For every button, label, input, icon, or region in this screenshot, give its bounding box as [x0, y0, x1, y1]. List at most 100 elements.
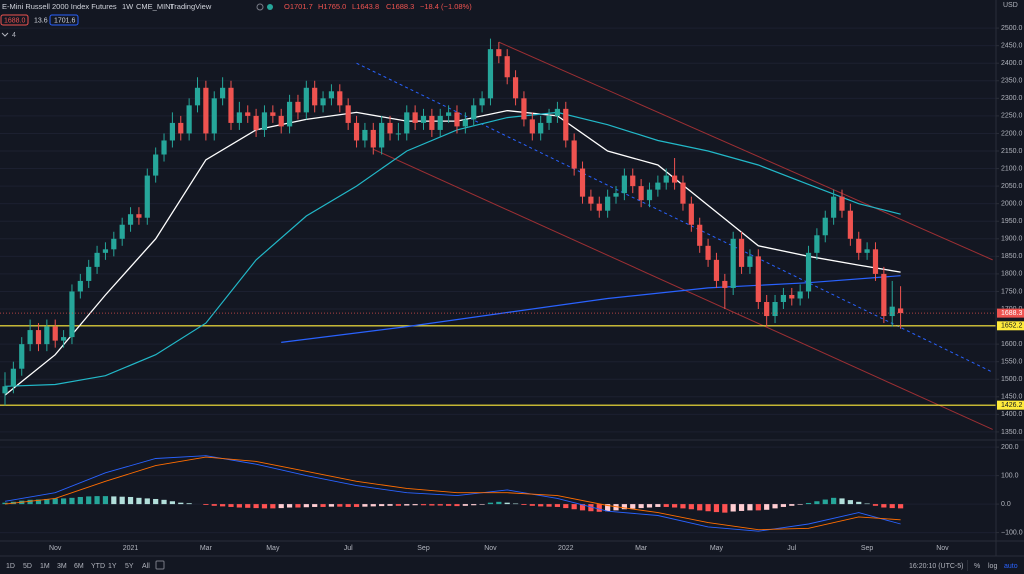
range-button[interactable]: 3M — [57, 563, 67, 570]
candle-body — [86, 266, 92, 281]
candle-body — [136, 214, 142, 218]
range-button[interactable]: 1M — [40, 563, 50, 570]
y-tick-label: 2450.0 — [1001, 42, 1023, 49]
candle-body — [69, 291, 75, 338]
candle-body — [44, 326, 50, 345]
range-button[interactable]: 1Y — [108, 563, 117, 570]
candle-body — [345, 105, 351, 123]
histogram-bar — [579, 504, 586, 511]
toolbar: 16:20:10 (UTC-5) % log auto 1D 5D 1M 3M 6M YT… — [6, 560, 1018, 571]
x-tick-label: Mar — [635, 545, 648, 552]
divider — [967, 560, 968, 571]
histogram-bar — [646, 504, 653, 508]
collapse-icon[interactable] — [1, 32, 9, 37]
candle-body — [454, 112, 460, 127]
histogram-bar — [889, 504, 895, 509]
histogram-bar — [127, 496, 134, 505]
histogram-bar — [446, 504, 452, 506]
y-tick-label: −100.0 — [1001, 529, 1023, 536]
date-range-icon[interactable] — [155, 560, 165, 570]
histogram-bar — [588, 504, 594, 512]
exchange: CME_MINI — [136, 2, 173, 11]
histogram-bar — [353, 504, 360, 507]
candle-body — [236, 112, 242, 123]
candle-body — [596, 203, 602, 211]
histogram-bar — [370, 504, 376, 507]
status-icon — [256, 3, 264, 11]
candle-body — [764, 301, 770, 317]
y-tick-label: 2250.0 — [1001, 113, 1023, 120]
candle-body — [588, 196, 594, 204]
candle-body — [278, 115, 284, 127]
histogram-bar — [755, 504, 761, 511]
candle-body — [822, 217, 828, 236]
ohlc-change: −18.4 (−1.08%) — [420, 2, 472, 11]
x-tick-label: May — [710, 545, 724, 552]
candle-body — [303, 87, 309, 113]
candle-body — [144, 175, 150, 218]
candle-body — [60, 337, 67, 341]
candle-body — [437, 115, 443, 130]
range-button[interactable]: All — [142, 563, 150, 570]
candle-body — [320, 98, 326, 106]
range-button[interactable]: 5Y — [125, 563, 134, 570]
candle-body — [178, 122, 184, 134]
y-tick-label: 1900.0 — [1001, 236, 1023, 243]
candle-body — [504, 56, 510, 78]
histogram-bar — [479, 504, 485, 505]
interval[interactable]: 1W — [122, 2, 134, 11]
histogram-bar — [839, 498, 845, 505]
histogram-bar — [856, 501, 862, 505]
candle-body — [529, 119, 535, 134]
x-tick-label: Nov — [484, 545, 497, 552]
histogram-bar — [462, 504, 468, 506]
range-button[interactable]: YTD — [91, 563, 105, 570]
y-tick-label: 1850.0 — [1001, 253, 1023, 260]
histogram-bar — [203, 504, 209, 505]
candle-body — [755, 256, 761, 302]
candle-body — [571, 140, 577, 169]
y-tick-label: 1400.0 — [1001, 411, 1023, 418]
candle-body — [462, 119, 468, 127]
x-tick-label: Jul — [787, 545, 796, 552]
histogram-bar — [312, 504, 318, 507]
candle-body — [780, 294, 787, 302]
histogram-bar — [872, 504, 879, 506]
candle-body — [379, 122, 385, 148]
x-tick-label: Jul — [344, 545, 353, 552]
y-tick-label: 2050.0 — [1001, 183, 1023, 190]
indicator-count[interactable]: 4 — [12, 32, 16, 39]
histogram-bar — [153, 498, 159, 505]
candle-body — [261, 112, 268, 130]
range-button[interactable]: 5D — [23, 563, 32, 570]
candle-body — [814, 235, 820, 253]
y-tick-label: 2350.0 — [1001, 78, 1023, 85]
candle-body — [479, 98, 485, 106]
candle-body — [487, 49, 494, 99]
range-button[interactable]: 1D — [6, 563, 15, 570]
x-tick-label: May — [266, 545, 280, 552]
histogram-bar — [395, 504, 401, 506]
histogram-bar — [320, 504, 326, 507]
option[interactable]: auto — [1004, 563, 1018, 570]
candle-body — [605, 196, 611, 211]
x-tick-label: Nov — [49, 545, 62, 552]
candle-body — [897, 308, 904, 314]
range-button[interactable]: 6M — [74, 563, 84, 570]
option[interactable]: % — [974, 563, 980, 570]
candle-body — [613, 193, 619, 197]
macd-line — [4, 455, 901, 532]
histogram-bar — [847, 500, 853, 505]
price-label-box — [997, 308, 1024, 318]
histogram-bar — [337, 504, 343, 507]
histogram-bar — [454, 504, 460, 507]
candle-body — [228, 87, 234, 123]
y-tick-label: 2000.0 — [1001, 201, 1023, 208]
histogram-bar — [621, 504, 627, 510]
histogram-bar — [487, 502, 494, 505]
candle-body — [772, 301, 778, 317]
candle-body — [521, 98, 527, 120]
option[interactable]: log — [988, 563, 997, 570]
candle-body — [579, 168, 586, 197]
candle-body — [621, 175, 627, 194]
